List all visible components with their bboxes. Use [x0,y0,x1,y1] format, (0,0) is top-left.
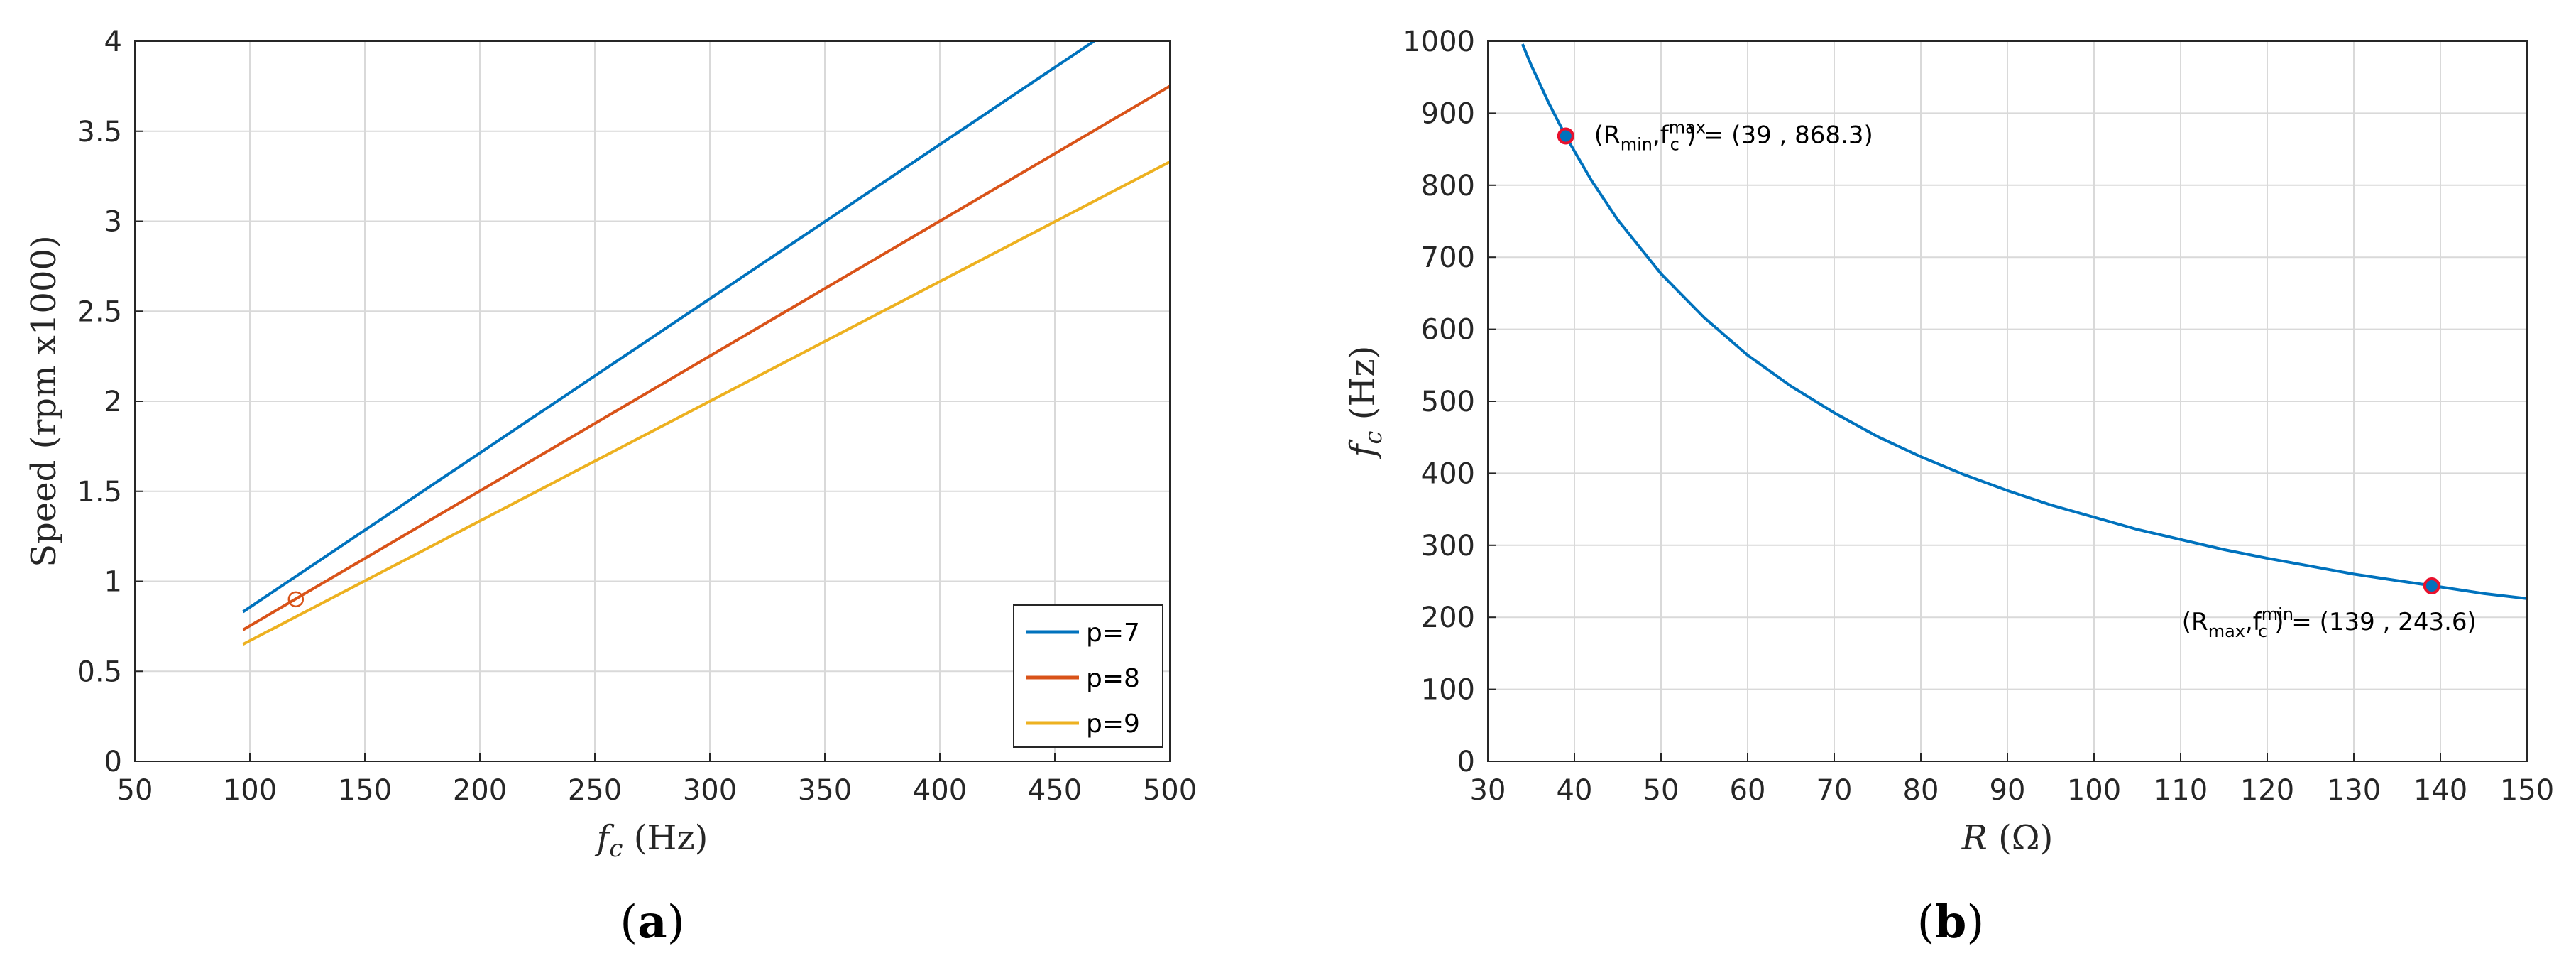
series-b [1520,43,2528,600]
y-tick-label: 700 [1421,241,1475,274]
x-ticks-b: 30 40 50 60 70 80 90 100 110 120 130 140 150 [1470,753,2554,807]
y-tick-label: 2 [104,386,122,418]
panel-label-b: (b) [1917,896,1985,949]
y-tick-label: 3 [104,206,122,239]
x-tick-label: 200 [453,774,507,807]
x-tick-label: 110 [2154,774,2208,807]
x-axis-label-b: R (Ω) [1961,818,2054,858]
annotated-points: (Rmin,fmax c) = (39 , 868.3) (Rmax,fmin c) … [1557,118,2477,641]
legend-entry: p=9 [1086,709,1140,739]
x-tick-label: 50 [117,774,153,807]
x-tick-label: 400 [913,774,967,807]
data-marker [287,591,305,608]
legend-a: p=7 p=8 p=9 [1013,604,1163,748]
y-ticks-a: 0 0.5 1 1.5 2 2.5 3 3.5 4 [77,26,143,778]
x-tick-label: 50 [1643,774,1679,807]
legend-entry: p=8 [1086,664,1140,693]
x-tick-label: 250 [568,774,622,807]
series-line-p=8 [242,85,1171,631]
y-axis-label-b: fc (Hz) [1343,346,1388,459]
point-annotation: (Rmax,fmin c) = (139 , 243.6) [2182,604,2477,641]
panel-label-a: (a) [620,896,684,949]
highlight-point [1557,127,1574,145]
x-tick-label: 90 [1990,774,2026,807]
x-tick-label: 350 [798,774,852,807]
y-tick-label: 200 [1421,602,1475,634]
x-tick-label: 70 [1816,774,1853,807]
y-tick-label: 2.5 [77,295,122,328]
x-axis-label-a: fc (Hz) [595,818,708,863]
x-tick-label: 30 [1470,774,1506,807]
x-tick-label: 80 [1903,774,1939,807]
y-ticks-b: 0 100 200 300 400 500 600 700 800 900 1000 [1403,26,1496,778]
y-tick-label: 800 [1421,170,1475,202]
x-tick-label: 120 [2240,774,2294,807]
x-tick-label: 140 [2413,774,2467,807]
chart-b: 30 40 50 60 70 80 90 100 110 120 130 140 150 0 100 200… [1343,26,2554,949]
highlight-point [2423,577,2440,594]
x-tick-label: 150 [338,774,392,807]
y-tick-label: 0 [104,746,122,778]
y-axis-label-a: Speed (rpm x1000) [24,235,64,567]
series-line-p=9 [242,161,1171,646]
series-a [242,40,1171,646]
point-annotation: (Rmin,fmax c) = (39 , 868.3) [1594,118,1873,155]
y-tick-label: 600 [1421,314,1475,347]
legend-entry: p=7 [1086,619,1140,648]
y-tick-label: 1000 [1403,26,1475,58]
x-tick-label: 60 [1730,774,1766,807]
y-tick-label: 0 [1457,746,1475,778]
x-tick-label: 150 [2500,774,2554,807]
y-tick-label: 300 [1421,530,1475,562]
y-tick-label: 3.5 [77,116,122,148]
x-tick-label: 100 [2067,774,2121,807]
x-tick-label: 450 [1028,774,1082,807]
x-tick-label: 40 [1557,774,1593,807]
y-tick-label: 4 [104,26,122,58]
x-ticks-a: 50 100 150 200 250 300 350 400 450 500 [117,753,1197,807]
x-tick-label: 130 [2327,774,2381,807]
y-tick-label: 900 [1421,97,1475,130]
y-tick-label: 400 [1421,457,1475,490]
x-tick-label: 500 [1143,774,1197,807]
x-tick-label: 300 [683,774,737,807]
chart-a: 50 100 150 200 250 300 350 400 450 500 0 0.5 1 1.5 2 2… [24,26,1197,949]
y-tick-label: 1 [104,566,122,599]
y-tick-label: 500 [1421,386,1475,418]
y-tick-label: 100 [1421,674,1475,707]
y-tick-label: 0.5 [77,656,122,688]
x-tick-label: 100 [223,774,277,807]
series-line [1520,43,2528,600]
y-tick-label: 1.5 [77,476,122,509]
series-line-p=7 [242,40,1095,614]
